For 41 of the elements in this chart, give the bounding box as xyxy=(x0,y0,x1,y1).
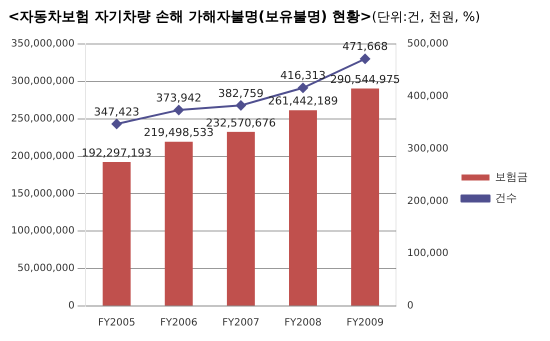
y2-tick-label: 300,000 xyxy=(407,143,449,154)
point xyxy=(236,100,246,110)
y-tick-label: 300,000,000 xyxy=(10,76,75,88)
data-label: 192,297,193 xyxy=(82,146,152,160)
data-label: 261,442,189 xyxy=(268,94,338,108)
bar xyxy=(102,162,131,306)
y-tick-label: 50,000,000 xyxy=(17,263,75,274)
y2-tick-label: 0 xyxy=(407,300,414,312)
text: (단위:건, 천원, %) xyxy=(372,10,480,25)
y-tick-label: 0 xyxy=(68,300,75,312)
legend-label: 보험금 xyxy=(495,170,528,184)
bar xyxy=(226,132,255,306)
bar xyxy=(164,142,193,306)
x-tick-label: FY2007 xyxy=(222,318,260,329)
chart-title: <자동차보험 자기차량 손해 가해자불명(보유불명) 현황> xyxy=(8,9,372,25)
legend-label: 건수 xyxy=(495,191,517,204)
point xyxy=(174,105,184,116)
bar xyxy=(351,88,380,306)
y-tick-label: 350,000,000 xyxy=(10,38,75,50)
x-tick-label: FY2008 xyxy=(284,318,322,329)
y2-tick-label: 500,000 xyxy=(407,38,449,50)
x-tick-label: FY2006 xyxy=(160,318,198,329)
point xyxy=(298,82,308,93)
data-label: 373,942 xyxy=(156,91,202,104)
data-label: 416,313 xyxy=(280,69,326,82)
data-label: 290,544,975 xyxy=(330,72,400,86)
x-tick-label: FY2009 xyxy=(346,318,384,329)
y2-tick-label: 100,000 xyxy=(407,248,449,260)
y-tick-label: 200,000,000 xyxy=(10,150,75,162)
y-tick-label: 100,000,000 xyxy=(10,226,75,237)
point xyxy=(112,118,122,129)
bar xyxy=(289,110,317,306)
data-label: 347,423 xyxy=(94,105,140,118)
data-label: 471,668 xyxy=(342,40,388,54)
data-label: 382,759 xyxy=(218,86,264,100)
x-tick-label: FY2005 xyxy=(98,318,136,329)
point xyxy=(360,54,370,64)
y-tick-label: 250,000,000 xyxy=(10,113,75,124)
y2-tick-label: 200,000 xyxy=(407,196,449,207)
y2-tick-label: 400,000 xyxy=(407,90,449,102)
y-tick-label: 150,000,000 xyxy=(10,188,75,200)
